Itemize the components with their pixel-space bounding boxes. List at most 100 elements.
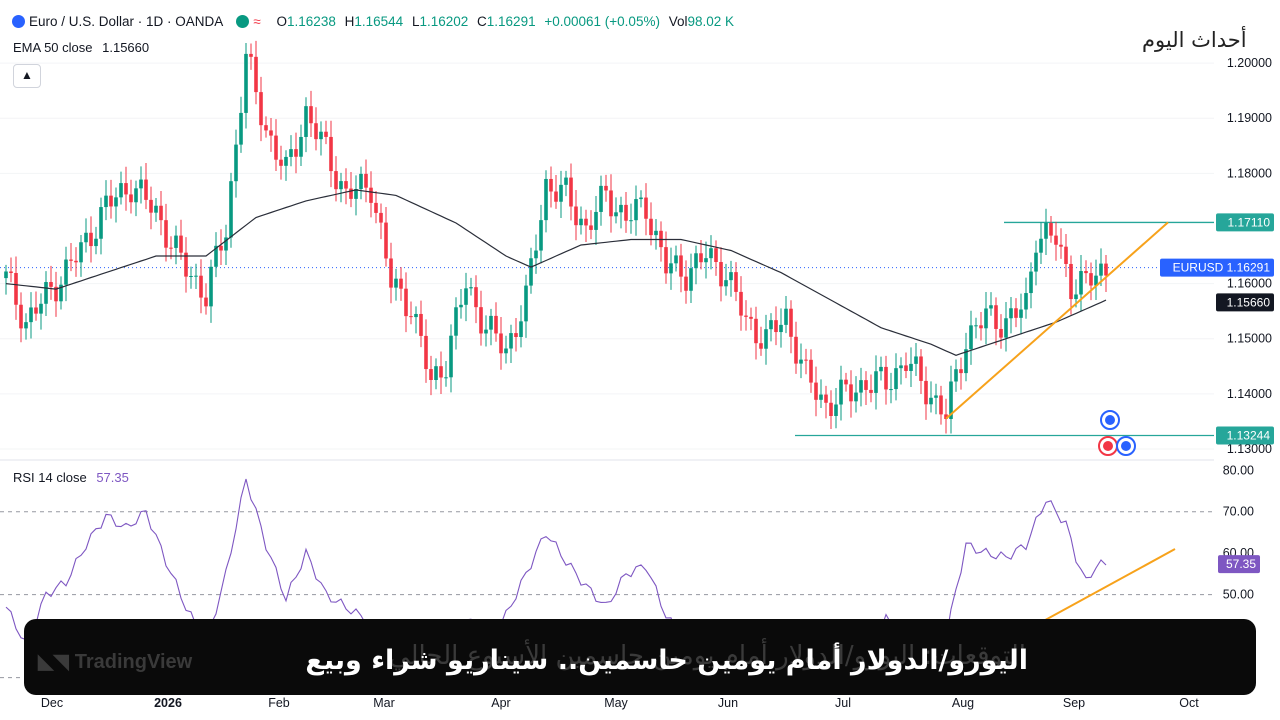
change-value: +0.00061 (+0.05%) — [544, 14, 660, 29]
rsi-label: RSI 14 close — [13, 470, 87, 485]
candle-body — [609, 190, 613, 217]
symbol-title[interactable]: Euro / U.S. Dollar · 1D · OANDA — [29, 14, 223, 29]
candle-body — [1099, 263, 1103, 276]
ema-legend[interactable]: EMA 50 close 1.15660 — [13, 40, 149, 55]
candle-body — [389, 258, 393, 288]
candle-body — [304, 106, 308, 137]
candle-body — [184, 252, 188, 277]
candle-body — [684, 276, 688, 291]
candle-body — [674, 255, 678, 264]
trendlines[interactable] — [939, 221, 1176, 679]
candle-body — [444, 377, 448, 379]
candle-body — [824, 394, 828, 403]
candle-body — [1014, 308, 1018, 318]
candle-body — [9, 271, 13, 273]
candle-body — [189, 276, 193, 278]
candle-body — [484, 329, 488, 334]
candle-body — [839, 379, 843, 405]
candle-body — [689, 268, 693, 291]
candle-body — [294, 149, 298, 157]
candle-body — [344, 181, 348, 189]
candle-body — [764, 329, 768, 349]
candle-body — [564, 177, 568, 185]
event-flag-dot — [1121, 441, 1131, 451]
candle-body — [864, 380, 868, 390]
candle-body — [29, 307, 33, 323]
price-axis: 1.20000 1.19000 1.18000 1.16000 1.15000 1.140… — [41, 56, 1272, 710]
candle-body — [729, 272, 733, 281]
candle-body — [819, 394, 823, 400]
price-tags: 1.17110 EURUSD 1.16291 1.15660 1.13244 57.35 — [1160, 213, 1274, 574]
candle-body — [769, 320, 773, 330]
rsi-legend[interactable]: RSI 14 close 57.35 — [13, 470, 129, 485]
candle-body — [744, 315, 748, 317]
candle-body — [174, 235, 178, 248]
economic-event-icons[interactable] — [1098, 410, 1136, 456]
candle-body — [1004, 318, 1008, 338]
candle-body — [459, 304, 463, 308]
candle-body — [154, 205, 158, 213]
candle-body — [49, 282, 53, 287]
candle-body — [724, 280, 728, 287]
candle-body — [949, 381, 953, 419]
candle-body — [1089, 273, 1093, 286]
candle-body — [909, 363, 913, 371]
candle-body — [1084, 271, 1088, 274]
candle-body — [99, 207, 103, 239]
price-tick-label: 1.19000 — [1227, 111, 1272, 125]
candle-body — [244, 53, 248, 113]
candle-body — [634, 199, 638, 221]
candle-body — [334, 171, 338, 190]
candle-body — [544, 178, 548, 221]
candle-body — [984, 308, 988, 329]
vol-value: 98.02 K — [687, 14, 735, 29]
candle-body — [249, 53, 253, 57]
candle-body — [759, 343, 763, 349]
candle-body — [319, 131, 323, 140]
candle-body — [299, 136, 303, 157]
candle-body — [799, 359, 803, 364]
candle-body — [734, 272, 738, 292]
candle-body — [599, 185, 603, 212]
candle-body — [494, 315, 498, 334]
collapse-legend-button[interactable]: ▲ — [13, 64, 41, 88]
candle-body — [524, 285, 528, 322]
candlestick-series — [4, 40, 1108, 434]
time-tick-label: Jul — [835, 696, 851, 710]
candle-body — [469, 287, 473, 289]
candle-body — [574, 206, 578, 226]
rsi-tag: 57.35 — [1226, 557, 1256, 571]
candle-body — [259, 92, 263, 126]
candle-body — [584, 218, 588, 226]
candle-body — [499, 333, 503, 354]
time-tick-label: Sep — [1063, 696, 1085, 710]
price-uptrend-line — [945, 221, 1169, 420]
c-label: C — [477, 14, 487, 29]
c-value: 1.16291 — [486, 14, 536, 29]
candle-body — [1034, 252, 1038, 272]
candle-body — [414, 313, 418, 318]
candle-body — [1049, 223, 1053, 236]
candle-body — [559, 184, 563, 202]
candle-body — [359, 173, 363, 189]
candle-body — [24, 322, 28, 329]
candle-body — [944, 414, 948, 419]
horizontal-levels — [795, 221, 1214, 437]
candle-body — [654, 230, 658, 236]
time-tick-label: 2026 — [154, 696, 182, 710]
waves-icon: ≈ — [253, 14, 261, 29]
candle-body — [889, 389, 893, 391]
o-value: 1.16238 — [287, 14, 336, 29]
price-tick-label: 1.13000 — [1227, 442, 1272, 456]
ema-value: 1.15660 — [102, 40, 150, 55]
candle-body — [774, 320, 778, 333]
candle-body — [749, 316, 753, 319]
candle-body — [754, 318, 758, 344]
candle-body — [1009, 308, 1013, 319]
candle-body — [1079, 271, 1083, 295]
candle-body — [694, 253, 698, 269]
candle-body — [369, 187, 373, 203]
candle-body — [109, 195, 113, 207]
candle-body — [979, 325, 983, 329]
